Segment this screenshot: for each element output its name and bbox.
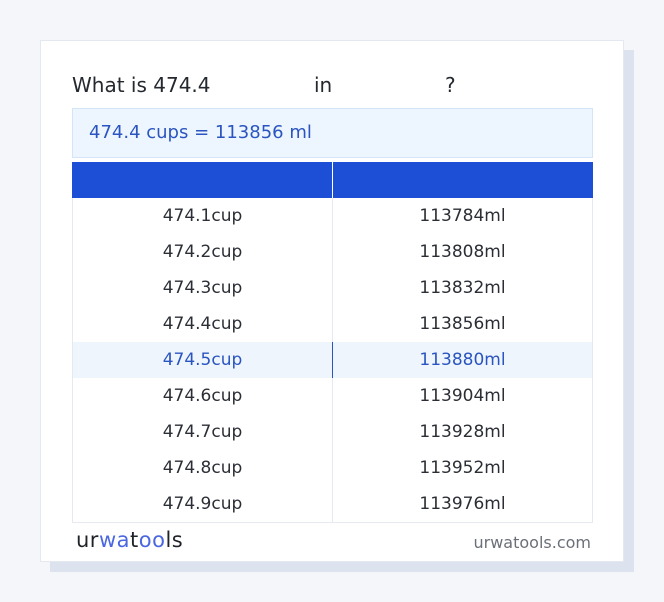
header-cell-to [333,162,593,198]
table-body: 474.1cup 113784ml 474.2cup 113808ml 474.3cup… [72,198,593,523]
cell-ml: 113808ml [419,242,506,262]
cell-ml: 113904ml [419,386,506,406]
cell-ml: 113832ml [419,278,506,298]
cell-cups: 474.3cup [73,270,333,306]
cell-cups: 474.1cup [73,198,333,234]
converter-card: What is 474.4 in ? 474.4 cups = 113856 m… [40,40,624,562]
cell-cups: 474.4cup [73,306,333,342]
table-row: 474.4cup 113856ml [73,306,592,342]
table-header [72,162,593,198]
urwatools-logo[interactable]: urwatools [76,528,184,552]
table-row: 474.7cup 113928ml [73,414,592,450]
table-row: 474.9cup 113976ml [73,486,592,522]
cell-ml: 113856ml [419,314,506,334]
cell-cups: 474.7cup [73,414,333,450]
question-middle: in [314,73,333,97]
cell-ml: 113976ml [419,494,506,514]
question-suffix: ? [445,73,456,97]
result-box: 474.4 cups = 113856 ml [72,108,593,158]
cell-ml: 113880ml [419,350,506,370]
cell-cups: 474.6cup [73,378,333,414]
site-link[interactable]: urwatools.com [473,533,592,552]
table-row: 474.2cup 113808ml [73,234,592,270]
cell-ml: 113784ml [419,206,506,226]
cell-ml: 113928ml [419,422,506,442]
cell-cups: 474.8cup [73,450,333,486]
table-row: 474.8cup 113952ml [73,450,592,486]
table-row: 474.5cup 113880ml [73,342,592,378]
question-prefix: What is 474.4 [72,73,211,97]
cell-cups: 474.5cup [73,342,333,378]
cell-ml: 113952ml [419,458,506,478]
table-row: 474.3cup 113832ml [73,270,592,306]
table-row: 474.6cup 113904ml [73,378,592,414]
table-row: 474.1cup 113784ml [73,198,592,234]
cell-cups: 474.2cup [73,234,333,270]
header-cell-from [72,162,333,198]
cell-cups: 474.9cup [73,486,333,522]
